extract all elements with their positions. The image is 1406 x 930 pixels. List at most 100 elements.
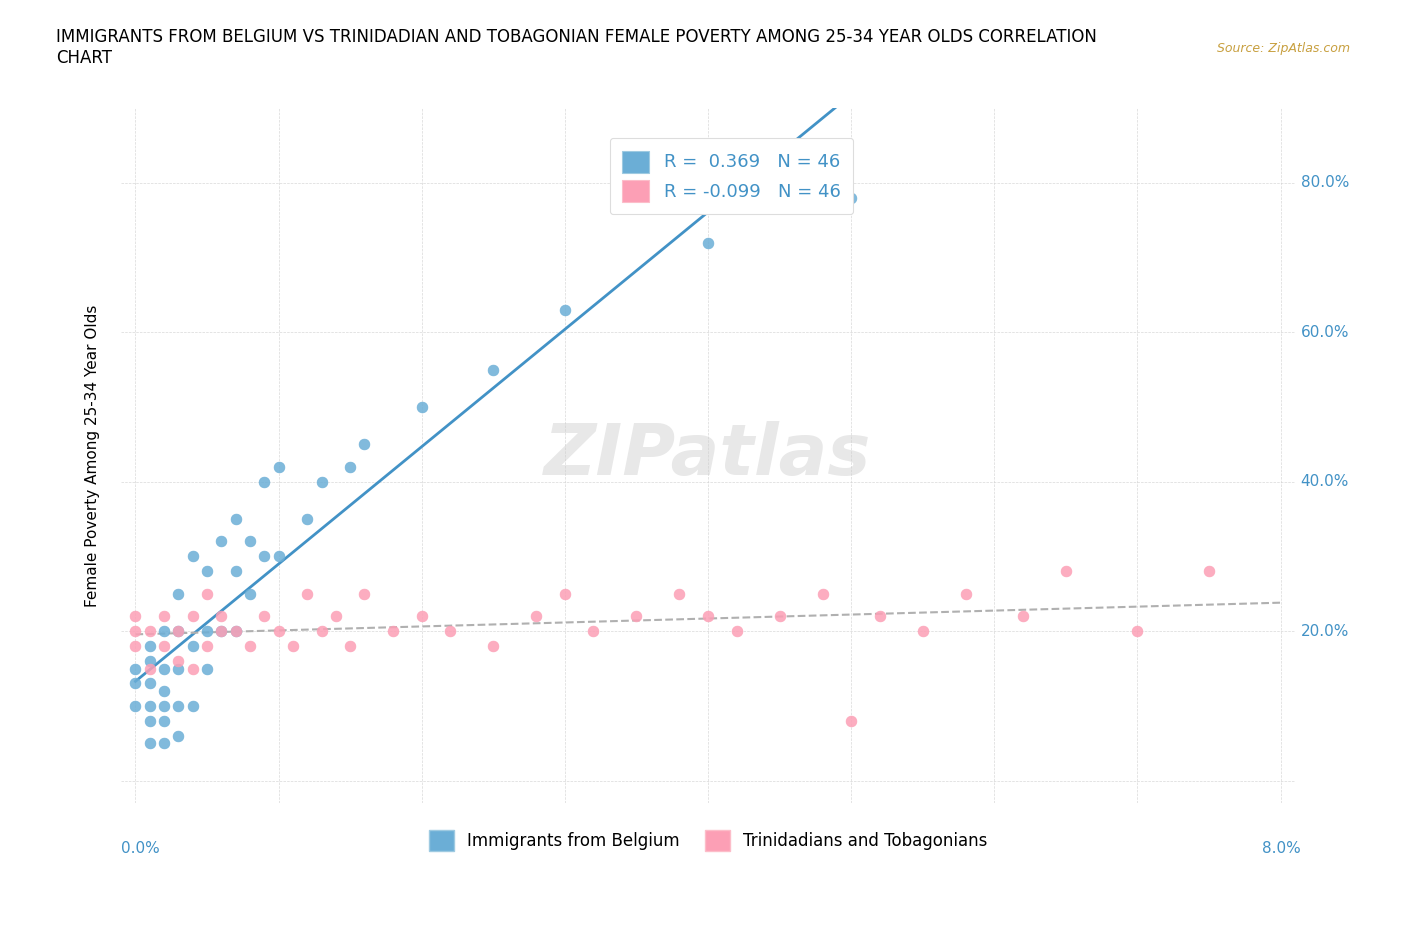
Point xyxy=(225,624,247,639)
Point xyxy=(253,609,276,624)
Point xyxy=(139,698,162,713)
Point xyxy=(167,698,190,713)
Text: IMMIGRANTS FROM BELGIUM VS TRINIDADIAN AND TOBAGONIAN FEMALE POVERTY AMONG 25-34: IMMIGRANTS FROM BELGIUM VS TRINIDADIAN A… xyxy=(56,28,1097,67)
Y-axis label: Female Poverty Among 25-34 Year Olds: Female Poverty Among 25-34 Year Olds xyxy=(86,304,100,606)
Point xyxy=(153,736,176,751)
Legend: Immigrants from Belgium, Trinidadians and Tobagonians: Immigrants from Belgium, Trinidadians an… xyxy=(422,824,994,857)
Point xyxy=(181,698,204,713)
Point xyxy=(124,609,146,624)
Point xyxy=(181,639,204,654)
Point xyxy=(297,512,319,526)
Point xyxy=(239,639,262,654)
Point xyxy=(139,639,162,654)
Point xyxy=(353,587,375,602)
Point xyxy=(139,654,162,669)
Point xyxy=(209,534,232,549)
Point xyxy=(167,624,190,639)
Point xyxy=(668,587,690,602)
Point xyxy=(239,534,262,549)
Point xyxy=(139,624,162,639)
Point xyxy=(167,661,190,676)
Point xyxy=(697,609,720,624)
Point xyxy=(311,624,333,639)
Point xyxy=(582,624,605,639)
Text: 60.0%: 60.0% xyxy=(1301,325,1350,339)
Point xyxy=(411,400,433,415)
Point xyxy=(267,459,290,474)
Point xyxy=(339,459,361,474)
Point xyxy=(482,639,505,654)
Point xyxy=(167,728,190,743)
Point xyxy=(253,549,276,564)
Point xyxy=(267,624,290,639)
Point xyxy=(382,624,405,639)
Point xyxy=(195,564,218,578)
Point xyxy=(195,661,218,676)
Text: 20.0%: 20.0% xyxy=(1301,624,1350,639)
Point xyxy=(124,661,146,676)
Point xyxy=(153,661,176,676)
Point xyxy=(181,549,204,564)
Point xyxy=(1012,609,1035,624)
Point xyxy=(725,624,748,639)
Point xyxy=(153,624,176,639)
Point xyxy=(225,564,247,578)
Point xyxy=(153,639,176,654)
Point xyxy=(697,235,720,250)
Point xyxy=(225,512,247,526)
Point xyxy=(139,661,162,676)
Point xyxy=(1126,624,1149,639)
Point xyxy=(311,474,333,489)
Text: Source: ZipAtlas.com: Source: ZipAtlas.com xyxy=(1216,42,1350,55)
Point xyxy=(209,624,232,639)
Point xyxy=(297,587,319,602)
Text: 8.0%: 8.0% xyxy=(1263,842,1301,857)
Point xyxy=(124,698,146,713)
Point xyxy=(325,609,347,624)
Point xyxy=(167,624,190,639)
Text: 40.0%: 40.0% xyxy=(1301,474,1350,489)
Point xyxy=(181,661,204,676)
Point xyxy=(955,587,977,602)
Point xyxy=(181,609,204,624)
Point xyxy=(554,302,576,317)
Point xyxy=(209,624,232,639)
Point xyxy=(153,698,176,713)
Point xyxy=(869,609,891,624)
Point xyxy=(167,587,190,602)
Point xyxy=(267,549,290,564)
Point xyxy=(124,639,146,654)
Text: 0.0%: 0.0% xyxy=(121,842,160,857)
Point xyxy=(339,639,361,654)
Text: ZIPatlas: ZIPatlas xyxy=(544,421,872,490)
Point xyxy=(239,587,262,602)
Point xyxy=(195,639,218,654)
Point xyxy=(253,474,276,489)
Point xyxy=(839,191,862,206)
Point xyxy=(911,624,934,639)
Point xyxy=(353,437,375,452)
Point xyxy=(439,624,461,639)
Point xyxy=(153,684,176,698)
Point xyxy=(281,639,304,654)
Point xyxy=(482,362,505,377)
Point xyxy=(626,609,648,624)
Point xyxy=(153,713,176,728)
Point xyxy=(124,624,146,639)
Point xyxy=(167,654,190,669)
Point xyxy=(1054,564,1077,578)
Point xyxy=(839,713,862,728)
Point xyxy=(811,587,834,602)
Point xyxy=(195,624,218,639)
Point xyxy=(209,609,232,624)
Point xyxy=(1198,564,1220,578)
Point xyxy=(195,587,218,602)
Point xyxy=(139,713,162,728)
Point xyxy=(139,676,162,691)
Point xyxy=(554,587,576,602)
Point xyxy=(768,609,790,624)
Point xyxy=(411,609,433,624)
Point xyxy=(124,676,146,691)
Point xyxy=(524,609,547,624)
Point xyxy=(139,736,162,751)
